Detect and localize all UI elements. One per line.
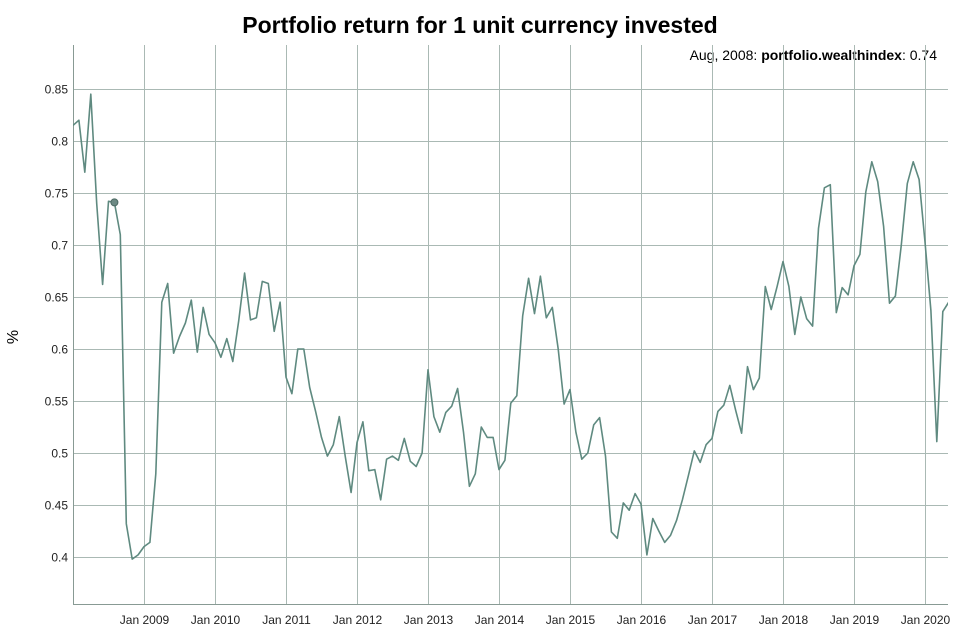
hover-series-name: portfolio.wealthindex	[761, 47, 902, 63]
y-tick-label: 0.65	[45, 291, 69, 305]
series-line-portfolio-wealthindex[interactable]	[73, 93, 955, 560]
horizontal-gridlines	[73, 89, 948, 558]
y-tick-label: 0.75	[45, 187, 69, 201]
x-tick-label: Jan 2017	[688, 613, 738, 627]
hover-marker-group	[110, 198, 119, 207]
x-tick-label: Jan 2012	[333, 613, 383, 627]
series-group	[73, 93, 955, 560]
hover-value: 0.74	[909, 47, 937, 63]
hover-sep-1: :	[753, 47, 762, 63]
x-tick-labels: Jan 2009 Jan 2010 Jan 2011 Jan 2012 Jan 2013…	[120, 613, 951, 627]
y-tick-label: 0.8	[51, 135, 68, 149]
y-tick-label: 0.55	[45, 395, 69, 409]
y-tick-label: 0.6	[51, 343, 68, 357]
x-tick-label: Jan 2015	[546, 613, 596, 627]
hover-sep-2: :	[901, 47, 910, 63]
x-tick-label: Jan 2020	[901, 613, 951, 627]
x-tick-label: Jan 2013	[404, 613, 454, 627]
y-tick-label: 0.85	[45, 83, 69, 97]
x-tick-label: Jan 2009	[120, 613, 170, 627]
y-tick-labels: 0.4 0.45 0.5 0.55 0.6 0.65 0.7 0.75 0.8 0.85	[45, 83, 69, 565]
y-tick-label: 0.4	[51, 551, 68, 565]
x-tick-label: Jan 2016	[617, 613, 667, 627]
y-tick-label: 0.7	[51, 239, 68, 253]
y-tick-label: 0.45	[45, 499, 69, 513]
hover-point-marker	[110, 198, 119, 207]
x-tick-label: Jan 2010	[191, 613, 241, 627]
hover-readout: Aug, 2008: portfolio.wealthindex: 0.74	[690, 47, 937, 63]
y-tick-label: 0.5	[51, 447, 68, 461]
hover-date: Aug, 2008	[689, 47, 754, 63]
chart-title: Portfolio return for 1 unit currency inv…	[242, 12, 718, 38]
vertical-gridlines	[144, 45, 926, 605]
x-tick-label: Jan 2018	[759, 613, 809, 627]
x-tick-label: Jan 2014	[475, 613, 525, 627]
x-tick-label: Jan 2011	[262, 613, 311, 627]
x-tick-label: Jan 2019	[830, 613, 880, 627]
